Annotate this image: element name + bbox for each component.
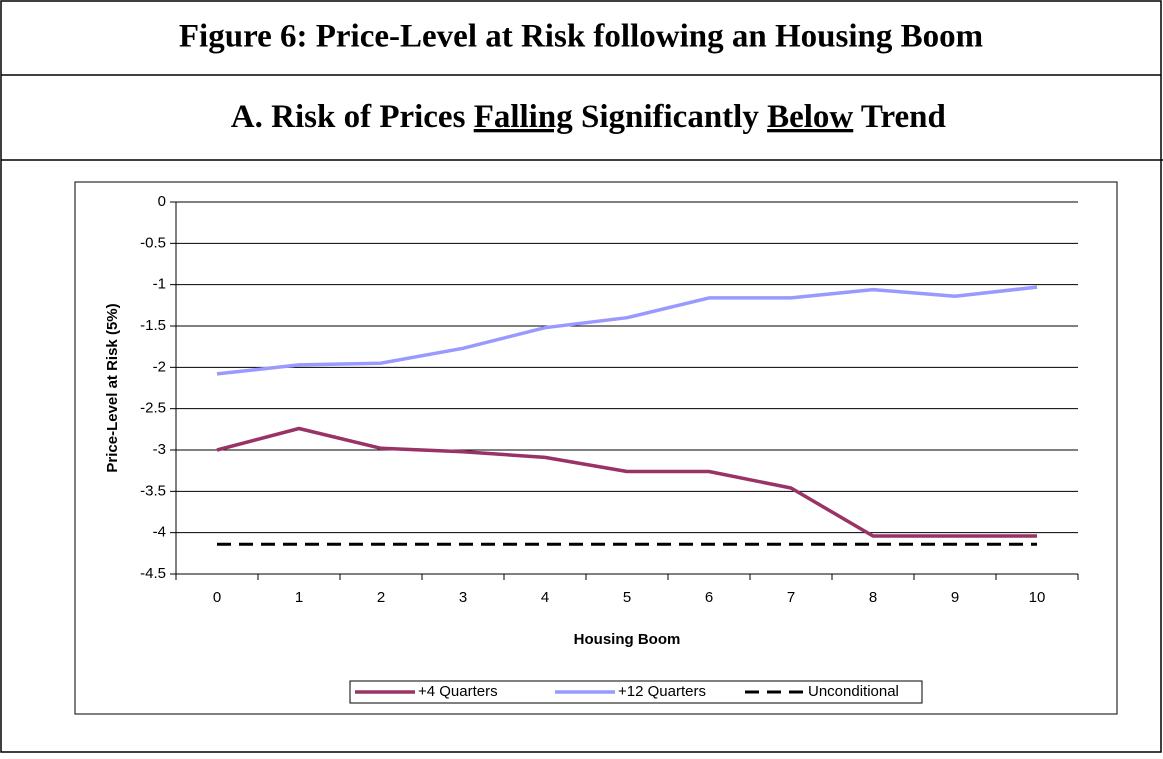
x-tick-label: 8	[869, 589, 877, 606]
legend-label: Unconditional	[808, 683, 899, 700]
y-tick-label: -2	[153, 358, 166, 375]
x-tick-label: 4	[541, 589, 549, 606]
y-tick-label: -3.5	[140, 482, 166, 499]
legend-box	[349, 680, 923, 704]
y-tick-label: -0.5	[140, 234, 166, 251]
subtitle-part: Significantly	[573, 99, 767, 135]
subtitle-part: A. Risk of Prices	[231, 99, 474, 135]
y-tick-label: -2.5	[140, 400, 166, 417]
x-tick-label: 1	[295, 589, 303, 606]
figure-subtitle: A. Risk of Prices Falling Significantly …	[191, 99, 970, 135]
x-tick-label: 3	[459, 589, 467, 606]
plot: 0 -0.5 -1 -1.5 -2 -2.5 -3 -3.5 -4 -4.5 0 1 2 3 4 5 6 7 8 9 1…	[140, 193, 1079, 606]
x-tick-label: 7	[787, 589, 795, 606]
y-tick-label: -4	[153, 524, 166, 541]
y-tick-label: -1	[153, 276, 166, 293]
y-tick-label: -4.5	[140, 565, 166, 582]
y-tick-label: -1.5	[140, 317, 166, 334]
chart-area	[74, 181, 1118, 715]
legend-label: +12 Quarters	[618, 683, 706, 700]
subtitle-part: Trend	[853, 99, 946, 135]
x-tick-label: 2	[377, 589, 385, 606]
x-tick-label: 5	[623, 589, 631, 606]
legend-label: +4 Quarters	[418, 683, 498, 700]
y-tick-label: 0	[158, 193, 166, 210]
data-line	[216, 285, 1038, 376]
data-line	[216, 426, 1037, 538]
x-tick-label: 9	[951, 589, 959, 606]
y-tick-label: -3	[153, 441, 166, 458]
x-tick-label: 6	[705, 589, 713, 606]
x-tick-label: 10	[1029, 589, 1046, 606]
subtitle-part: Below	[767, 99, 853, 135]
x-axis-title: Housing Boom	[574, 631, 681, 648]
legend: +4 Quarters +12 Quarters Unconditional	[349, 680, 923, 704]
x-tick-label: 0	[213, 589, 221, 606]
figure-title: Figure 6: Price-Level at Risk following …	[179, 19, 983, 55]
subtitle-part: Falling	[474, 99, 574, 135]
y-axis-title: Price-Level at Risk (5%)	[104, 303, 121, 472]
